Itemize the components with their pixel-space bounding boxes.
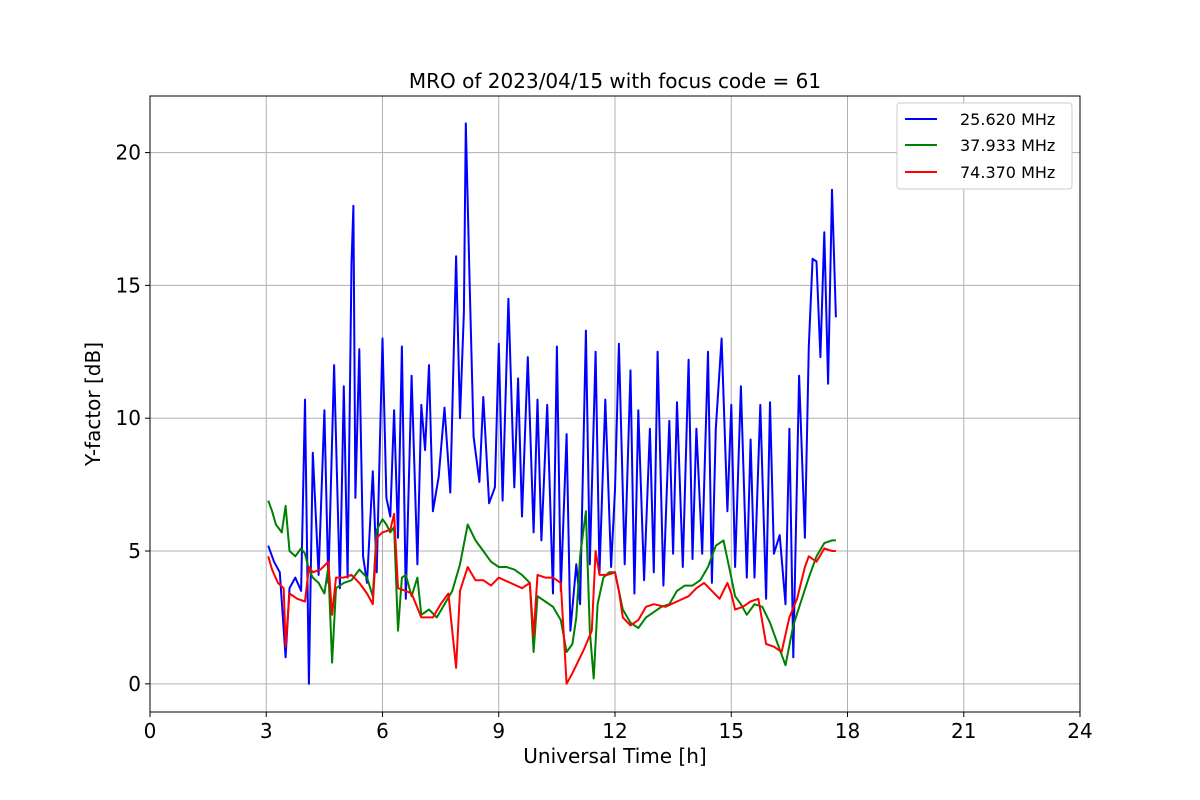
legend-box [896,102,1073,190]
x-tick-label: 24 [1067,719,1092,743]
y-tick-label: 0 [128,672,141,696]
x-tick-label: 12 [602,719,627,743]
x-tick-label: 6 [376,719,389,743]
x-tick-label: 21 [951,719,976,743]
axis-ticks: 0 3 6 9 12 15 18 21 24 0 5 10 15 20 [116,141,1093,743]
y-tick-label: 15 [116,273,141,297]
x-axis-label: Universal Time [h] [523,744,706,768]
legend: 25.620 MHz 37.933 MHz 74.370 MHz [896,102,1073,190]
legend-label-25mhz: 25.620 MHz [960,110,1055,129]
y-tick-label: 5 [128,539,141,563]
y-axis-label: Y-factor [dB] [81,342,105,467]
x-tick-label: 9 [492,719,505,743]
legend-label-37mhz: 37.933 MHz [960,136,1055,155]
series-line-2 [267,512,836,685]
legend-label-74mhz: 74.370 MHz [960,163,1055,182]
x-tick-label: 3 [260,719,273,743]
chart-title: MRO of 2023/04/15 with focus code = 61 [409,69,821,93]
series-lines [267,122,837,685]
x-tick-label: 15 [719,719,744,743]
series-line-0 [267,122,837,685]
x-tick-label: 0 [144,719,157,743]
x-tick-label: 18 [835,719,860,743]
y-tick-label: 20 [116,141,141,165]
y-tick-label: 10 [116,406,141,430]
